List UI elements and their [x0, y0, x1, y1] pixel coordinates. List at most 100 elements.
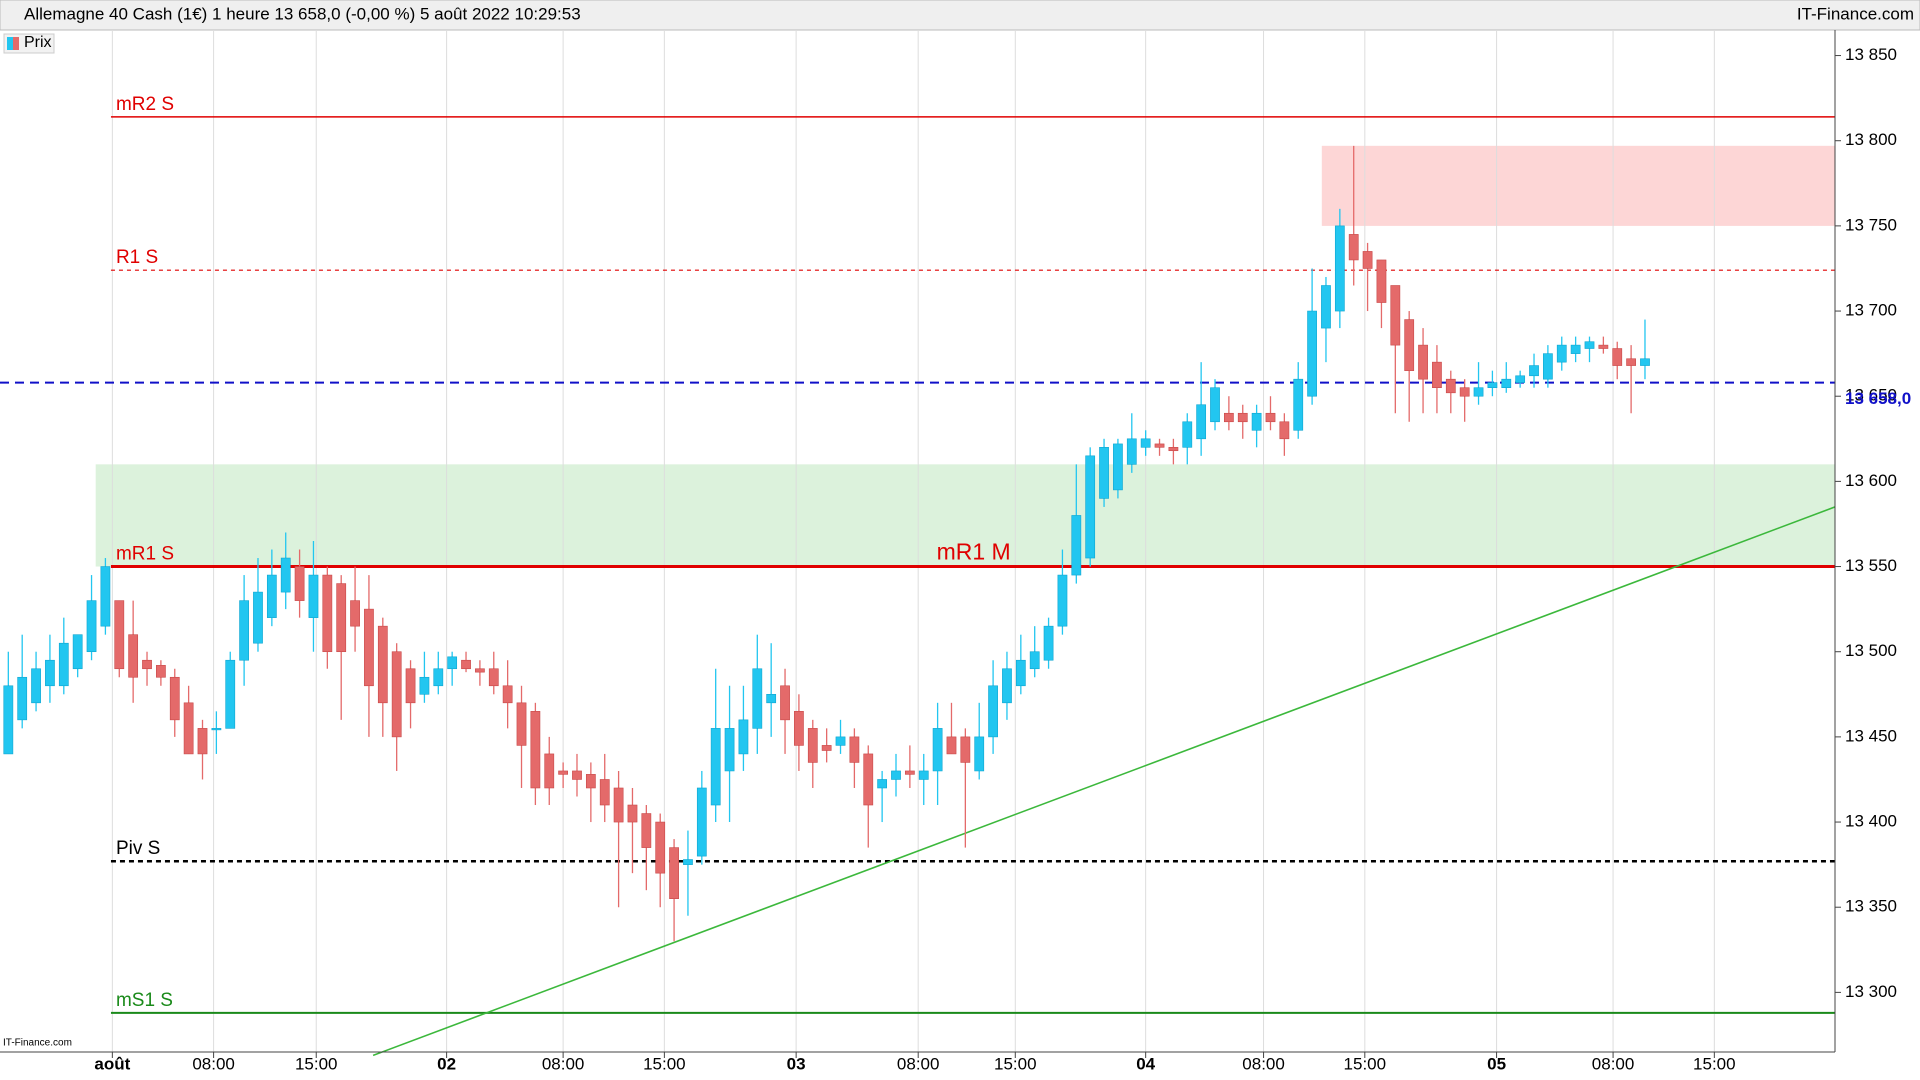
- candle-body: [72, 634, 83, 670]
- candle-body: [724, 728, 735, 772]
- candle-body: [308, 574, 319, 618]
- header-brand: IT-Finance.com: [1797, 4, 1914, 23]
- candle-body: [710, 728, 721, 806]
- candle-body: [530, 711, 541, 789]
- candle-body: [1237, 412, 1248, 423]
- candle-body: [1501, 378, 1512, 388]
- candle-body: [1459, 387, 1470, 397]
- plot-area: mR2 S R1 S mR1 S Piv S mS1 S mR1 M: [0, 30, 1836, 1057]
- candle-body: [1487, 382, 1498, 388]
- y-tick-label: 13 350: [1845, 897, 1897, 916]
- candle-body: [1334, 225, 1345, 312]
- candle-body: [1279, 421, 1290, 440]
- header-bar: [0, 0, 1920, 31]
- candle-body: [100, 566, 111, 627]
- candle-body: [627, 804, 638, 823]
- candle-body: [516, 702, 527, 746]
- candle-body: [1529, 365, 1539, 377]
- level-label: mR2 S: [116, 94, 174, 115]
- candle-body: [294, 566, 305, 601]
- candle-body: [391, 651, 402, 738]
- candle-body: [1390, 285, 1401, 346]
- candle-body: [585, 774, 596, 789]
- x-tick-label: 03: [787, 1054, 806, 1073]
- candle-body: [1473, 387, 1484, 397]
- candle-body: [419, 676, 430, 695]
- x-tick-label: 04: [1136, 1054, 1155, 1073]
- candle-body: [433, 668, 444, 687]
- y-tick-label: 13 600: [1845, 471, 1897, 490]
- candle-body: [169, 676, 180, 721]
- candle-body: [1307, 310, 1317, 397]
- candle-body: [1293, 378, 1304, 431]
- candle-body: [1570, 344, 1581, 354]
- y-tick-label: 13 450: [1845, 726, 1897, 745]
- candle-body: [350, 600, 360, 627]
- candle-body: [807, 728, 818, 763]
- y-tick-label: 13 700: [1845, 301, 1897, 320]
- candle-body: [3, 685, 14, 755]
- candle-body: [946, 736, 957, 755]
- candle-body: [683, 859, 693, 865]
- candle-body: [197, 728, 208, 755]
- candle-body: [766, 693, 777, 704]
- candle-body: [752, 668, 763, 729]
- legend-label: Prix: [24, 34, 52, 51]
- candle-body: [114, 600, 125, 670]
- candle-body: [669, 847, 679, 899]
- candle-body: [738, 719, 749, 755]
- candle-body: [1126, 438, 1137, 465]
- y-tick-label: 13 850: [1845, 45, 1897, 64]
- candle-body: [183, 702, 194, 755]
- candle-body: [1002, 668, 1012, 704]
- candle-body: [696, 787, 707, 857]
- candle-body: [1224, 412, 1234, 423]
- candle-body: [1640, 358, 1650, 366]
- candle-body: [17, 676, 28, 721]
- candle-body: [156, 665, 166, 678]
- x-tick-label: 15:00: [295, 1054, 338, 1073]
- candle-body: [1321, 285, 1331, 329]
- level-label: mR1 S: [116, 544, 174, 565]
- y-tick-label: 13 650: [1845, 386, 1897, 405]
- candle-body: [225, 659, 236, 729]
- candle-body: [1099, 447, 1109, 499]
- candle-body: [904, 770, 915, 775]
- candle-body: [641, 813, 652, 848]
- x-tick-label: 05: [1487, 1054, 1506, 1073]
- candle-body: [1029, 651, 1040, 670]
- candle-body: [932, 728, 943, 772]
- candle-body: [142, 659, 152, 670]
- candle-body: [835, 736, 846, 746]
- candle-body: [1348, 234, 1359, 261]
- candle-body: [1154, 443, 1165, 448]
- candle-body: [1196, 404, 1207, 440]
- y-tick-label: 13 750: [1845, 215, 1897, 234]
- candle-body: [1057, 574, 1068, 627]
- candle-body: [849, 736, 860, 763]
- candle-body: [86, 600, 97, 653]
- candle-body: [988, 685, 998, 738]
- candle-body: [891, 770, 901, 780]
- y-tick-label: 13 800: [1845, 130, 1897, 149]
- candle-body: [1543, 353, 1553, 380]
- candle-body: [863, 753, 874, 806]
- x-tick-label: 08:00: [1592, 1054, 1635, 1073]
- legend-icon: [13, 37, 19, 50]
- x-tick-label: août: [94, 1054, 130, 1073]
- candle-body: [45, 659, 55, 687]
- candle-body: [1210, 387, 1220, 423]
- level-label: R1 S: [116, 247, 158, 268]
- level-label: mS1 S: [116, 990, 173, 1011]
- candle-body: [502, 685, 513, 704]
- candle-body: [821, 745, 832, 751]
- candle-body: [1265, 412, 1276, 423]
- x-tick-label: 08:00: [542, 1054, 585, 1073]
- candle-body: [1140, 438, 1151, 448]
- candle-body: [1515, 375, 1526, 383]
- candle-body: [280, 557, 291, 593]
- annotation: mR1 M: [937, 539, 1011, 565]
- candle-body: [1445, 378, 1456, 394]
- candle-body: [1556, 344, 1567, 363]
